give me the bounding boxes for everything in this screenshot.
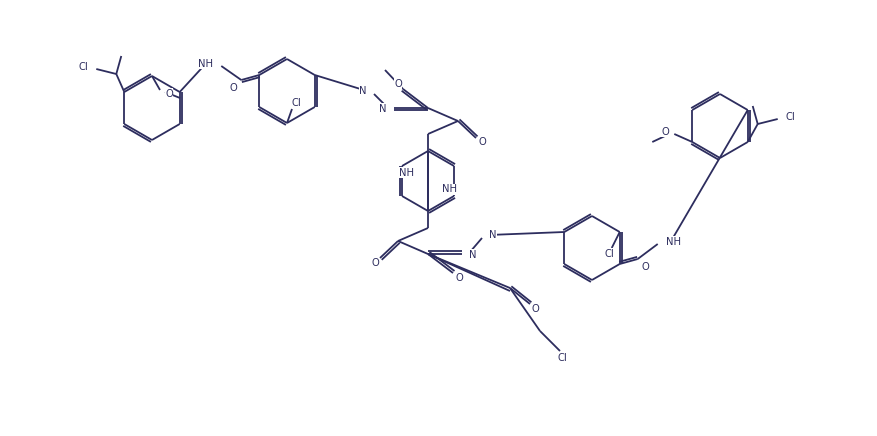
Text: N: N	[489, 230, 496, 240]
Text: Cl: Cl	[557, 353, 567, 363]
Text: Cl: Cl	[605, 249, 615, 259]
Text: O: O	[394, 79, 402, 89]
Text: Cl: Cl	[786, 112, 795, 122]
Text: O: O	[478, 137, 486, 147]
Text: O: O	[661, 127, 669, 137]
Text: O: O	[230, 83, 237, 93]
Text: O: O	[371, 258, 379, 268]
Text: NH: NH	[666, 237, 681, 247]
Text: Cl: Cl	[291, 98, 301, 108]
Text: NH: NH	[442, 184, 457, 194]
Text: O: O	[455, 273, 463, 283]
Text: Cl: Cl	[79, 62, 89, 72]
Text: NH: NH	[399, 167, 414, 177]
Text: O: O	[165, 89, 173, 99]
Text: N: N	[469, 250, 476, 260]
Text: O: O	[642, 262, 650, 272]
Text: N: N	[380, 104, 387, 114]
Text: O: O	[531, 304, 538, 314]
Text: N: N	[360, 86, 367, 96]
Text: NH: NH	[198, 59, 213, 69]
